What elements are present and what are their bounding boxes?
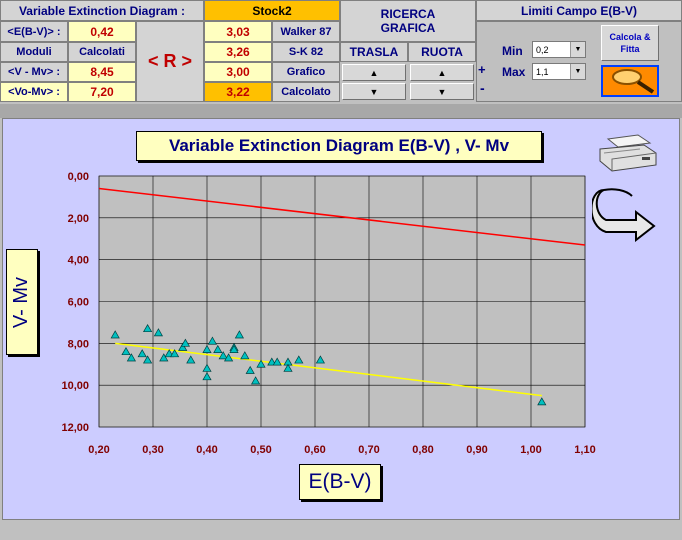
minus-sign: - [480, 80, 485, 96]
r-calcolato-label: Calcolato [272, 82, 340, 102]
ruota-up-button[interactable]: ▲ [410, 64, 474, 81]
trasla-up-button[interactable]: ▲ [342, 64, 406, 81]
data-point [169, 349, 180, 358]
data-point [229, 344, 239, 353]
plus-sign: + [478, 62, 486, 77]
data-point [137, 349, 147, 358]
data-point [207, 336, 218, 345]
y-axis-label-text: V- Mv [10, 276, 33, 328]
x-tick-label: 0,90 [466, 444, 487, 456]
chart-title: Variable Extinction Diagram E(B-V) , V- … [136, 131, 542, 161]
data-point [283, 363, 293, 372]
magnifier-icon [612, 69, 655, 94]
max-select[interactable]: 1,1 ▼ [532, 63, 586, 80]
ricerca-title: RICERCA GRAFICA [340, 0, 476, 42]
ebv-value: 0,42 [68, 21, 136, 42]
r-grafico-label: Grafico [272, 62, 340, 82]
x-tick-label: 0,50 [250, 444, 271, 456]
reference-line [98, 187, 586, 246]
min-label: Min [502, 44, 523, 58]
calcola-fitta-button[interactable]: Calcola & Fitta [601, 25, 659, 61]
ricerca-line1: RICERCA [380, 7, 436, 21]
r-grafico-value: 3,00 [204, 62, 272, 82]
data-point [153, 328, 164, 337]
y-tick-label: 10,00 [61, 380, 89, 392]
y-tick-label: 6,00 [68, 297, 89, 309]
x-tick-label: 0,20 [88, 444, 109, 456]
trasla-label: TRASLA [340, 42, 408, 62]
zoom-button[interactable] [601, 65, 659, 97]
data-point [294, 355, 304, 364]
data-point [218, 351, 228, 360]
x-tick-label: 0,80 [412, 444, 433, 456]
printer-icon[interactable] [594, 131, 660, 175]
y-tick-label: 0,00 [68, 171, 89, 183]
chevron-down-icon[interactable]: ▼ [570, 64, 585, 79]
data-point [202, 344, 212, 353]
data-point [537, 397, 547, 406]
y-tick-label: 8,00 [68, 338, 89, 350]
y-axis-label: V- Mv [6, 249, 38, 355]
data-point [250, 376, 261, 385]
vomv-value: 7,20 [68, 82, 136, 102]
r-sk-value: 3,26 [204, 42, 272, 62]
ruota-down-button[interactable]: ▼ [410, 83, 474, 100]
x-axis-label: E(B-V) [299, 464, 381, 500]
fit-line [115, 342, 542, 397]
data-point [223, 353, 234, 362]
moduli-label: Moduli [0, 42, 68, 62]
data-point [142, 355, 153, 364]
data-point [240, 351, 250, 360]
y-tick-label: 4,00 [68, 255, 89, 267]
x-tick-label: 0,60 [304, 444, 325, 456]
max-select-value: 1,1 [536, 66, 549, 77]
separator-band [0, 104, 682, 118]
data-point [178, 342, 188, 351]
stock-name[interactable]: Stock2 [204, 0, 340, 21]
data-point [256, 359, 266, 368]
data-point [110, 330, 120, 339]
r-calcolato-value: 3,22 [204, 82, 272, 102]
moduli-value: Calcolati [68, 42, 136, 62]
x-tick-label: 0,40 [196, 444, 217, 456]
return-arrow-icon[interactable] [592, 182, 658, 242]
max-label: Max [502, 65, 526, 79]
data-point [180, 338, 191, 347]
min-select-value: 0,2 [536, 44, 549, 55]
data-point [126, 353, 137, 362]
data-point [142, 323, 153, 333]
r-sk-label: S-K 82 [272, 42, 340, 62]
vmv-label: <V - Mv> : [0, 62, 68, 82]
data-point [213, 344, 223, 353]
vmv-value: 8,45 [68, 62, 136, 82]
x-tick-label: 0,30 [142, 444, 163, 456]
chevron-down-icon[interactable]: ▼ [570, 42, 585, 57]
r-label: < R > [136, 21, 204, 102]
x-tick-label: 1,10 [574, 444, 595, 456]
data-point [159, 353, 169, 362]
data-point [186, 355, 196, 364]
data-point [202, 363, 212, 372]
x-tick-label: 0,70 [358, 444, 379, 456]
data-point [245, 365, 255, 374]
data-point [315, 355, 326, 364]
vomv-label: <Vo-Mv> : [0, 82, 68, 102]
ruota-label: RUOTA [408, 42, 476, 62]
data-point [121, 346, 131, 356]
data-point [202, 372, 212, 381]
panel-title: Variable Extinction Diagram : [0, 0, 204, 21]
min-select[interactable]: 0,2 ▼ [532, 41, 586, 58]
r-walker-label: Walker 87 [272, 21, 340, 42]
y-tick-label: 2,00 [68, 213, 89, 225]
ricerca-line2: GRAFICA [380, 21, 436, 35]
y-tick-label: 12,00 [61, 422, 89, 434]
trasla-down-button[interactable]: ▼ [342, 83, 406, 100]
r-walker-value: 3,03 [204, 21, 272, 42]
ebv-label: <E(B-V)> : [0, 21, 68, 42]
limiti-title: Limiti Campo E(B-V) [476, 0, 682, 21]
data-point [272, 357, 282, 366]
data-point [234, 330, 245, 339]
x-tick-label: 1,00 [520, 444, 541, 456]
